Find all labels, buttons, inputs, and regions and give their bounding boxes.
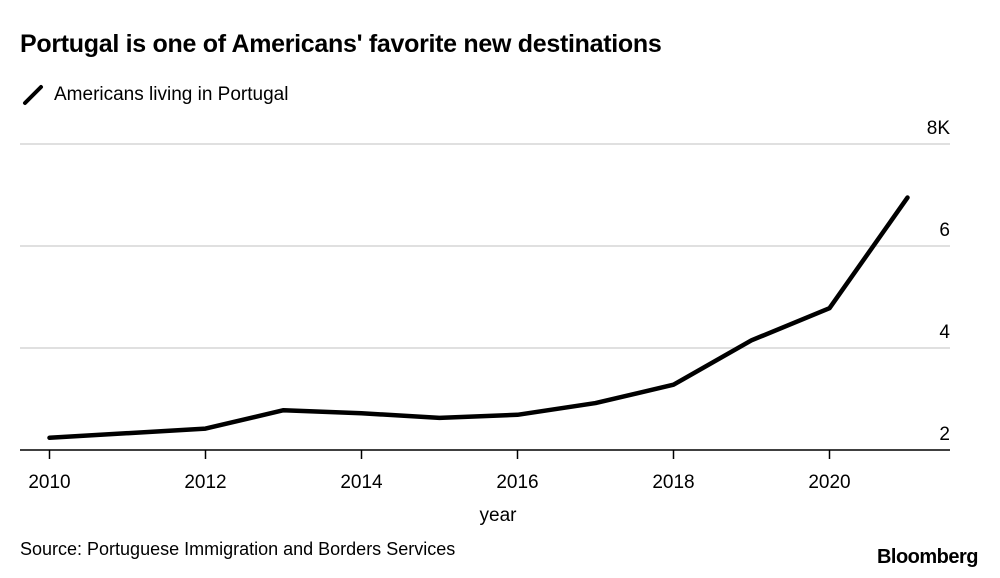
legend-line-swatch — [23, 85, 43, 105]
legend-label: Americans living in Portugal — [54, 84, 289, 105]
source-note: Source: Portuguese Immigration and Borde… — [20, 539, 456, 559]
x-tick-label: 2012 — [184, 472, 226, 493]
x-axis-label: year — [480, 505, 518, 526]
x-tick-label: 2020 — [808, 472, 850, 493]
x-tick-label: 2016 — [496, 472, 538, 493]
y-tick-label: 4 — [939, 322, 950, 343]
bloomberg-logo: Bloomberg — [876, 546, 979, 568]
x-tick-label: 2010 — [28, 472, 70, 493]
y-tick-label: 2 — [939, 424, 950, 445]
y-tick-label: 8K — [927, 118, 951, 139]
x-tick-label: 2014 — [340, 472, 383, 493]
legend: Americans living in Portugal — [22, 84, 288, 106]
y-tick-label: 6 — [939, 220, 950, 241]
series-line — [47, 195, 910, 441]
x-tick-label: 2018 — [652, 472, 694, 493]
chart-title: Portugal is one of Americans' favorite n… — [20, 30, 662, 58]
